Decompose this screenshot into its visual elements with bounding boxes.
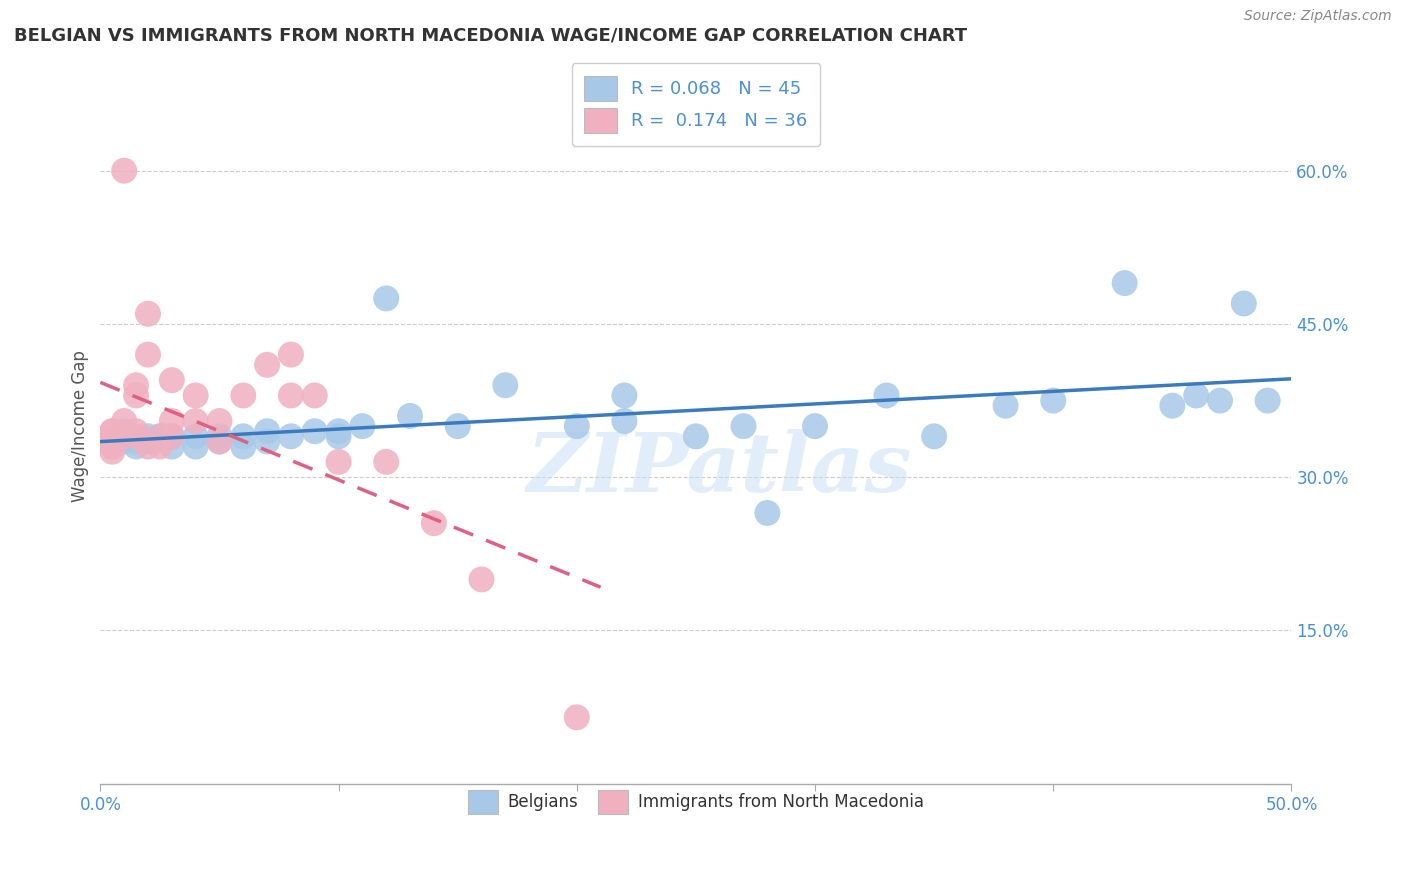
Point — [101, 440, 124, 454]
Point — [101, 440, 124, 454]
Point — [112, 414, 135, 428]
Point — [232, 429, 254, 443]
Point — [136, 307, 159, 321]
Point — [565, 419, 588, 434]
Point — [136, 429, 159, 443]
Point — [101, 444, 124, 458]
Point — [280, 429, 302, 443]
Text: ZIPatlas: ZIPatlas — [527, 429, 912, 509]
Point — [184, 388, 207, 402]
Point — [1209, 393, 1232, 408]
Point — [125, 429, 148, 443]
Point — [101, 434, 124, 449]
Point — [685, 429, 707, 443]
Point — [256, 434, 278, 449]
Point — [184, 429, 207, 443]
Point — [160, 373, 183, 387]
Point — [232, 388, 254, 402]
Legend: Belgians, Immigrants from North Macedonia: Belgians, Immigrants from North Macedoni… — [456, 779, 936, 825]
Point — [922, 429, 945, 443]
Point — [208, 414, 231, 428]
Point — [256, 358, 278, 372]
Point — [112, 429, 135, 443]
Point — [208, 434, 231, 449]
Text: BELGIAN VS IMMIGRANTS FROM NORTH MACEDONIA WAGE/INCOME GAP CORRELATION CHART: BELGIAN VS IMMIGRANTS FROM NORTH MACEDON… — [14, 27, 967, 45]
Point — [112, 434, 135, 449]
Point — [804, 419, 827, 434]
Point — [208, 429, 231, 443]
Text: Source: ZipAtlas.com: Source: ZipAtlas.com — [1244, 9, 1392, 23]
Point — [280, 388, 302, 402]
Point — [1257, 393, 1279, 408]
Point — [184, 414, 207, 428]
Point — [423, 516, 446, 531]
Point — [470, 573, 492, 587]
Point — [125, 440, 148, 454]
Point — [304, 424, 326, 438]
Point — [304, 388, 326, 402]
Point — [112, 163, 135, 178]
Point — [256, 424, 278, 438]
Point — [733, 419, 755, 434]
Point — [875, 388, 897, 402]
Point — [328, 455, 350, 469]
Point — [149, 429, 172, 443]
Point — [136, 348, 159, 362]
Point — [125, 378, 148, 392]
Point — [125, 424, 148, 438]
Point — [112, 424, 135, 438]
Point — [565, 710, 588, 724]
Point — [160, 429, 183, 443]
Point — [1042, 393, 1064, 408]
Point — [328, 429, 350, 443]
Point — [1161, 399, 1184, 413]
Point — [613, 388, 636, 402]
Point — [136, 440, 159, 454]
Point — [494, 378, 516, 392]
Point — [375, 292, 398, 306]
Point — [101, 434, 124, 449]
Point — [136, 434, 159, 449]
Point — [994, 399, 1017, 413]
Point — [1185, 388, 1208, 402]
Point — [149, 440, 172, 454]
Point — [149, 429, 172, 443]
Point — [232, 440, 254, 454]
Point — [328, 424, 350, 438]
Point — [208, 434, 231, 449]
Point — [125, 388, 148, 402]
Point — [375, 455, 398, 469]
Point — [160, 440, 183, 454]
Point — [112, 429, 135, 443]
Point — [101, 424, 124, 438]
Point — [101, 424, 124, 438]
Point — [352, 419, 374, 434]
Point — [280, 348, 302, 362]
Point — [399, 409, 422, 423]
Point — [125, 434, 148, 449]
Point — [160, 414, 183, 428]
Point — [447, 419, 470, 434]
Point — [613, 414, 636, 428]
Point — [101, 434, 124, 449]
Point — [160, 429, 183, 443]
Point — [1233, 296, 1256, 310]
Point — [756, 506, 779, 520]
Point — [184, 440, 207, 454]
Y-axis label: Wage/Income Gap: Wage/Income Gap — [72, 351, 89, 502]
Point — [1114, 276, 1136, 290]
